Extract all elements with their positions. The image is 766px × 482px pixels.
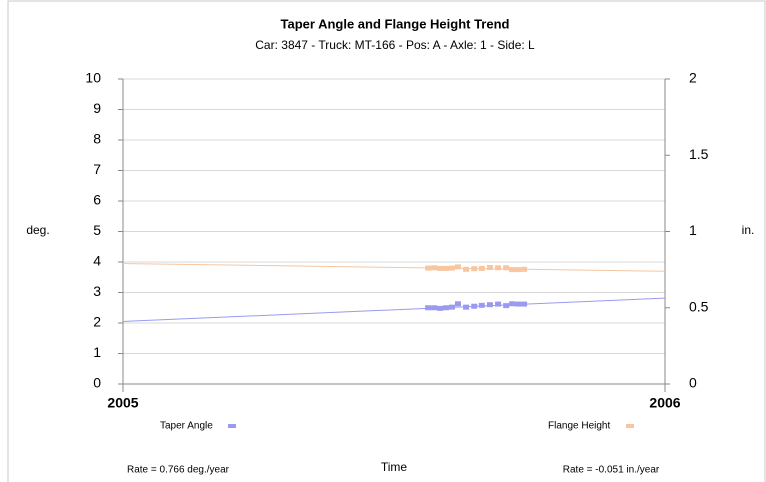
point	[515, 301, 522, 307]
point	[454, 301, 461, 307]
point	[471, 303, 478, 309]
y-tick-label: 10	[85, 70, 101, 86]
point	[503, 265, 510, 271]
point	[454, 264, 461, 270]
y-tick-label: 2	[93, 314, 101, 330]
x-tick-label: 2006	[649, 395, 680, 411]
point	[521, 301, 528, 307]
point	[443, 265, 450, 271]
y-tick-label: 0	[93, 375, 101, 391]
y-tick-label: 4	[93, 253, 101, 269]
point	[437, 305, 444, 311]
rate-label: Rate = -0.051 in./year	[563, 465, 660, 476]
point	[448, 265, 455, 271]
point	[463, 266, 470, 272]
y-tick-label: 3	[93, 283, 101, 299]
chart-subtitle: Car: 3847 - Truck: MT-166 - Pos: A - Axl…	[255, 38, 535, 52]
rate-label: Rate = 0.766 deg./year	[127, 465, 230, 476]
y-tick-label: 9	[93, 100, 101, 116]
legend-marker	[228, 424, 236, 428]
point	[448, 304, 455, 310]
trend-line	[122, 297, 666, 322]
point	[437, 265, 444, 271]
y-tick-label: 1	[93, 344, 101, 360]
point	[486, 264, 493, 270]
point	[495, 265, 502, 271]
trend-line	[122, 263, 666, 272]
y-tick-label: 8	[93, 131, 101, 147]
point	[478, 302, 485, 308]
x-tick-label: 2005	[107, 395, 138, 411]
point	[515, 267, 522, 273]
point	[463, 304, 470, 310]
point	[425, 305, 432, 311]
point	[431, 265, 438, 271]
y2-tick-label: 0	[689, 375, 697, 391]
point	[509, 267, 516, 273]
point	[425, 265, 432, 271]
point	[509, 301, 516, 307]
legend-marker	[626, 424, 634, 428]
y-tick-label: 5	[93, 222, 101, 238]
point	[471, 266, 478, 272]
y2-tick-label: 1.5	[689, 146, 709, 162]
point	[431, 305, 438, 311]
x-axis-label: Time	[381, 460, 408, 474]
y2-tick-label: 2	[689, 70, 697, 86]
point	[503, 303, 510, 309]
y-axis-label: deg.	[26, 223, 49, 237]
legend-label: Flange Height	[548, 421, 610, 432]
y2-axis-label: in.	[742, 223, 755, 237]
point	[486, 302, 493, 308]
point	[521, 266, 528, 272]
y2-tick-label: 1	[689, 222, 697, 238]
point	[495, 301, 502, 307]
legend-label: Taper Angle	[160, 421, 213, 432]
y2-tick-label: 0.5	[689, 298, 709, 314]
chart-title: Taper Angle and Flange Height Trend	[281, 16, 510, 31]
y-tick-label: 7	[93, 161, 101, 177]
point	[443, 305, 450, 311]
y-tick-label: 6	[93, 192, 101, 208]
point	[478, 265, 485, 271]
frame	[7, 0, 766, 482]
